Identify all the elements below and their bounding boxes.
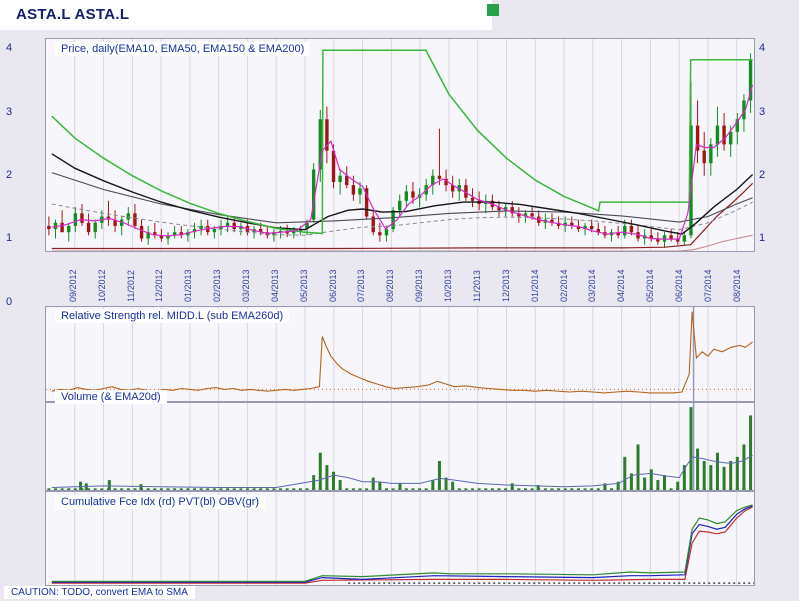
price-ytick-right: 1	[759, 232, 766, 245]
price-ytick-right: 3	[759, 105, 766, 118]
price-y-axis-left: 0 1 2 3 4	[6, 0, 40, 601]
caution-note: CAUTION: TODO, convert EMA to SMA	[4, 586, 195, 599]
price-panel-label: Price, daily(EMA10, EMA50, EMA150 & EMA2…	[55, 42, 311, 56]
x-tick-label: 11/2012	[125, 270, 136, 302]
panel-volume-canvas	[47, 403, 753, 490]
x-tick-label: 05/2014	[645, 269, 656, 302]
x-tick-label: 12/2012	[154, 269, 165, 302]
x-tick-label: 02/2013	[212, 269, 223, 302]
x-tick-label: 11/2013	[471, 270, 482, 302]
x-tick-label: 10/2013	[443, 269, 454, 302]
x-tick-label: 08/2014	[731, 269, 742, 302]
x-tick-label: 06/2013	[327, 269, 338, 302]
volume-panel	[45, 402, 755, 491]
price-ytick-left: 4	[6, 42, 13, 55]
price-ytick-left: 0	[6, 295, 13, 308]
x-tick-label: 05/2013	[298, 269, 309, 302]
x-tick-label: 08/2013	[385, 269, 396, 302]
price-ytick-right: 2	[759, 169, 766, 182]
x-tick-label: 07/2013	[356, 269, 367, 302]
price-ytick-right: 4	[759, 42, 766, 55]
x-tick-label: 03/2014	[587, 269, 598, 302]
cumulative-panel-label: Cumulative Fce Idx (rd) PVT(bl) OBV(gr)	[55, 495, 266, 509]
x-tick-label: 06/2014	[673, 269, 684, 302]
x-tick-label: 04/2014	[616, 269, 627, 302]
x-tick-label: 09/2013	[414, 269, 425, 302]
x-tick-label: 10/2012	[96, 269, 107, 302]
x-tick-label: 12/2013	[500, 269, 511, 302]
x-axis-labels: 09/2012 10/2012 11/2012 12/2012 01/2013 02/20…	[45, 252, 755, 306]
price-ytick-left: 2	[6, 169, 13, 182]
header	[0, 0, 492, 30]
x-tick-label: 03/2013	[241, 269, 252, 302]
x-tick-label: 07/2014	[702, 269, 713, 302]
relative-strength-panel-label: Relative Strength rel. MIDD.L (sub EMA26…	[55, 309, 290, 323]
page-title: ASTA.L ASTA.L	[16, 6, 130, 23]
x-tick-label: 04/2013	[269, 269, 280, 302]
panel-cum-canvas	[51, 492, 754, 585]
x-tick-label: 09/2012	[67, 269, 78, 302]
x-tick-label: 01/2014	[529, 269, 540, 302]
x-tick-label: 01/2013	[183, 269, 194, 302]
window-icon	[487, 4, 499, 16]
price-panel	[45, 38, 755, 252]
panel-price-canvas	[47, 39, 754, 251]
volume-panel-label: Volume (& EMA20d)	[55, 390, 167, 404]
price-y-axis-right: 1 2 3 4	[759, 0, 793, 601]
x-tick-label: 02/2014	[558, 269, 569, 302]
price-ytick-left: 1	[6, 232, 13, 245]
price-ytick-left: 3	[6, 105, 13, 118]
